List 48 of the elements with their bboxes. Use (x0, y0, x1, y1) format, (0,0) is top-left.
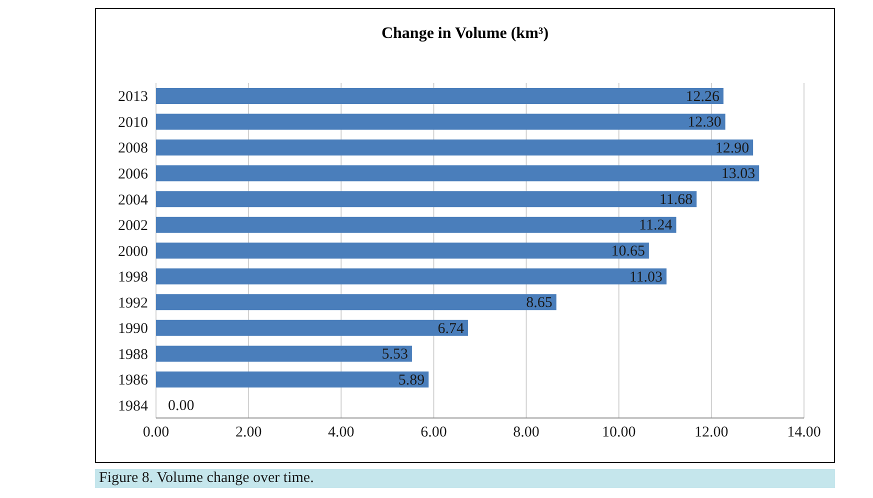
bar (156, 114, 726, 130)
x-tick-label: 6.00 (420, 424, 447, 441)
x-tick-label: 10.00 (602, 424, 636, 441)
x-tick-label: 2.00 (235, 424, 262, 441)
y-tick-label: 2013 (118, 89, 148, 106)
caption: Figure 8. Volume change over time. (95, 469, 835, 488)
y-tick-label: 2008 (118, 140, 148, 157)
bar (156, 165, 760, 182)
y-tick-label: 1990 (118, 321, 148, 338)
bar (156, 242, 649, 259)
y-tick-label: 1984 (118, 398, 148, 414)
chart-title: Change in Volume (km³) (380, 25, 550, 43)
data-label: 0.00 (168, 398, 194, 414)
bar (156, 346, 412, 362)
y-tick-label: 1998 (118, 270, 148, 286)
bar (156, 216, 676, 233)
x-tick-label: 4.00 (328, 424, 354, 441)
data-label: 10.65 (611, 244, 645, 260)
bar (156, 140, 754, 156)
y-tick-label: 2000 (118, 244, 148, 260)
x-tick-label: 0.00 (142, 424, 170, 441)
y-tick-label: 1992 (118, 295, 148, 312)
data-label: 5.89 (398, 372, 425, 388)
y-tick-label: 2010 (118, 114, 148, 131)
y-tick-label: 2006 (118, 166, 148, 183)
y-tick-label: 1986 (118, 372, 148, 389)
y-tick-label: 1988 (118, 346, 148, 363)
bar (156, 268, 667, 284)
bar (156, 294, 556, 310)
y-tick-label: 2004 (118, 192, 148, 208)
data-label: 11.03 (629, 269, 663, 286)
data-label: 11.24 (639, 218, 673, 234)
data-label: 12.90 (715, 140, 750, 156)
bar (156, 320, 468, 336)
data-label: 6.74 (438, 320, 464, 337)
data-label: 12.26 (686, 88, 720, 105)
data-label: 12.30 (688, 114, 722, 131)
x-tick-label: 8.00 (513, 424, 540, 441)
data-label: 5.53 (382, 346, 408, 363)
data-label: 13.03 (721, 166, 756, 182)
y-tick-label: 2002 (118, 218, 148, 234)
x-tick-label: 12.00 (694, 424, 728, 441)
bar (156, 191, 697, 208)
data-label: 11.68 (659, 192, 693, 208)
bar (156, 88, 724, 104)
x-tick-label: 14.00 (787, 424, 821, 441)
data-label: 8.65 (526, 295, 552, 312)
bar (156, 371, 429, 388)
